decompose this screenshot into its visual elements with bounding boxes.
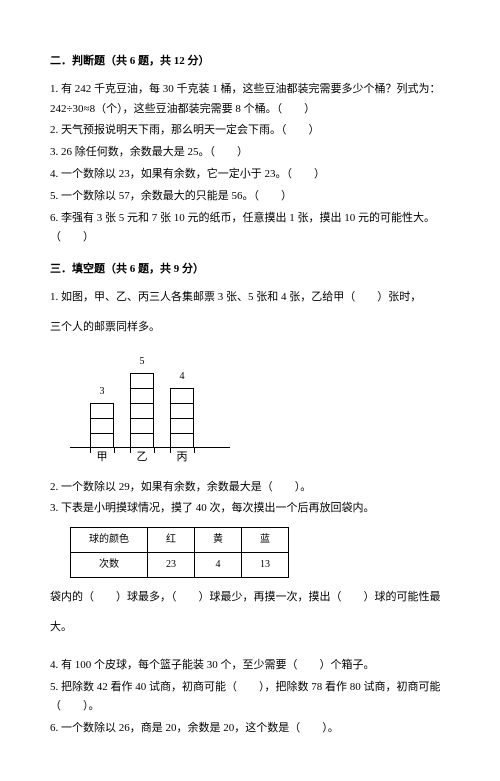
bar-value-label: 3 <box>90 383 114 401</box>
bar <box>130 373 154 448</box>
s3-q6: 6. 一个数除以 26，商是 20，余数是 20，这个数是（ ）。 <box>50 719 450 739</box>
section3-title: 三．填空题（共 6 题，共 9 分） <box>50 260 450 280</box>
bar-value-label: 4 <box>170 368 194 386</box>
th: 蓝 <box>242 528 289 553</box>
section2-title: 二．判断题（共 6 题，共 12 分） <box>50 52 450 72</box>
bar-chart: 3 甲 5 乙 4 丙 <box>70 348 250 468</box>
th: 黄 <box>195 528 242 553</box>
s2-q1: 1. 有 242 千克豆油，每 30 千克装 1 桶，这些豆油都装完需要多少个桶… <box>50 80 450 120</box>
th: 红 <box>148 528 195 553</box>
axis-label: 乙 <box>130 448 154 468</box>
s2-q5: 5. 一个数除以 57，余数最大的只能是 56。（ ） <box>50 187 450 207</box>
bar <box>170 388 194 448</box>
s3-q1-cont: 三个人的邮票同样多。 <box>50 318 450 338</box>
s3-q5: 5. 把除数 42 看作 40 试商，初商可能（ ），把除数 78 看作 80 … <box>50 678 450 718</box>
table-row: 次数 23 4 13 <box>71 553 289 578</box>
table-row: 球的颜色 红 黄 蓝 <box>71 528 289 553</box>
s3-q3-after2: 大。 <box>50 618 450 638</box>
bar-value-label: 5 <box>130 353 154 371</box>
th: 球的颜色 <box>71 528 148 553</box>
s2-q2: 2. 天气预报说明天下雨，那么明天一定会下雨。（ ） <box>50 121 450 141</box>
s2-q3: 3. 26 除任何数，余数最大是 25。（ ） <box>50 143 450 163</box>
s2-q6: 6. 李强有 3 张 5 元和 7 张 10 元的纸币，任意摸出 1 张，摸出 … <box>50 209 450 249</box>
td: 23 <box>148 553 195 578</box>
ball-table: 球的颜色 红 黄 蓝 次数 23 4 13 <box>70 527 289 578</box>
td: 次数 <box>71 553 148 578</box>
td: 4 <box>195 553 242 578</box>
s3-q4: 4. 有 100 个皮球，每个篮子能装 30 个，至少需要（ ）个箱子。 <box>50 656 450 676</box>
axis-label: 甲 <box>90 448 114 468</box>
s3-q3: 3. 下表是小明摸球情况，摸了 40 次，每次摸出一个后再放回袋内。 <box>50 499 450 519</box>
s3-q3-after: 袋内的（ ）球最多，（ ）球最少，再摸一次，摸出（ ）球的可能性最 <box>50 588 450 608</box>
td: 13 <box>242 553 289 578</box>
bar <box>90 403 114 448</box>
s3-q2: 2. 一个数除以 29，如果有余数，余数最大是（ ）。 <box>50 478 450 498</box>
s3-q1-intro: 1. 如图，甲、乙、丙三人各集邮票 3 张、5 张和 4 张，乙给甲（ ）张时， <box>50 288 450 308</box>
axis-label: 丙 <box>170 448 194 468</box>
s2-q4: 4. 一个数除以 23，如果有余数，它一定小于 23。（ ） <box>50 165 450 185</box>
